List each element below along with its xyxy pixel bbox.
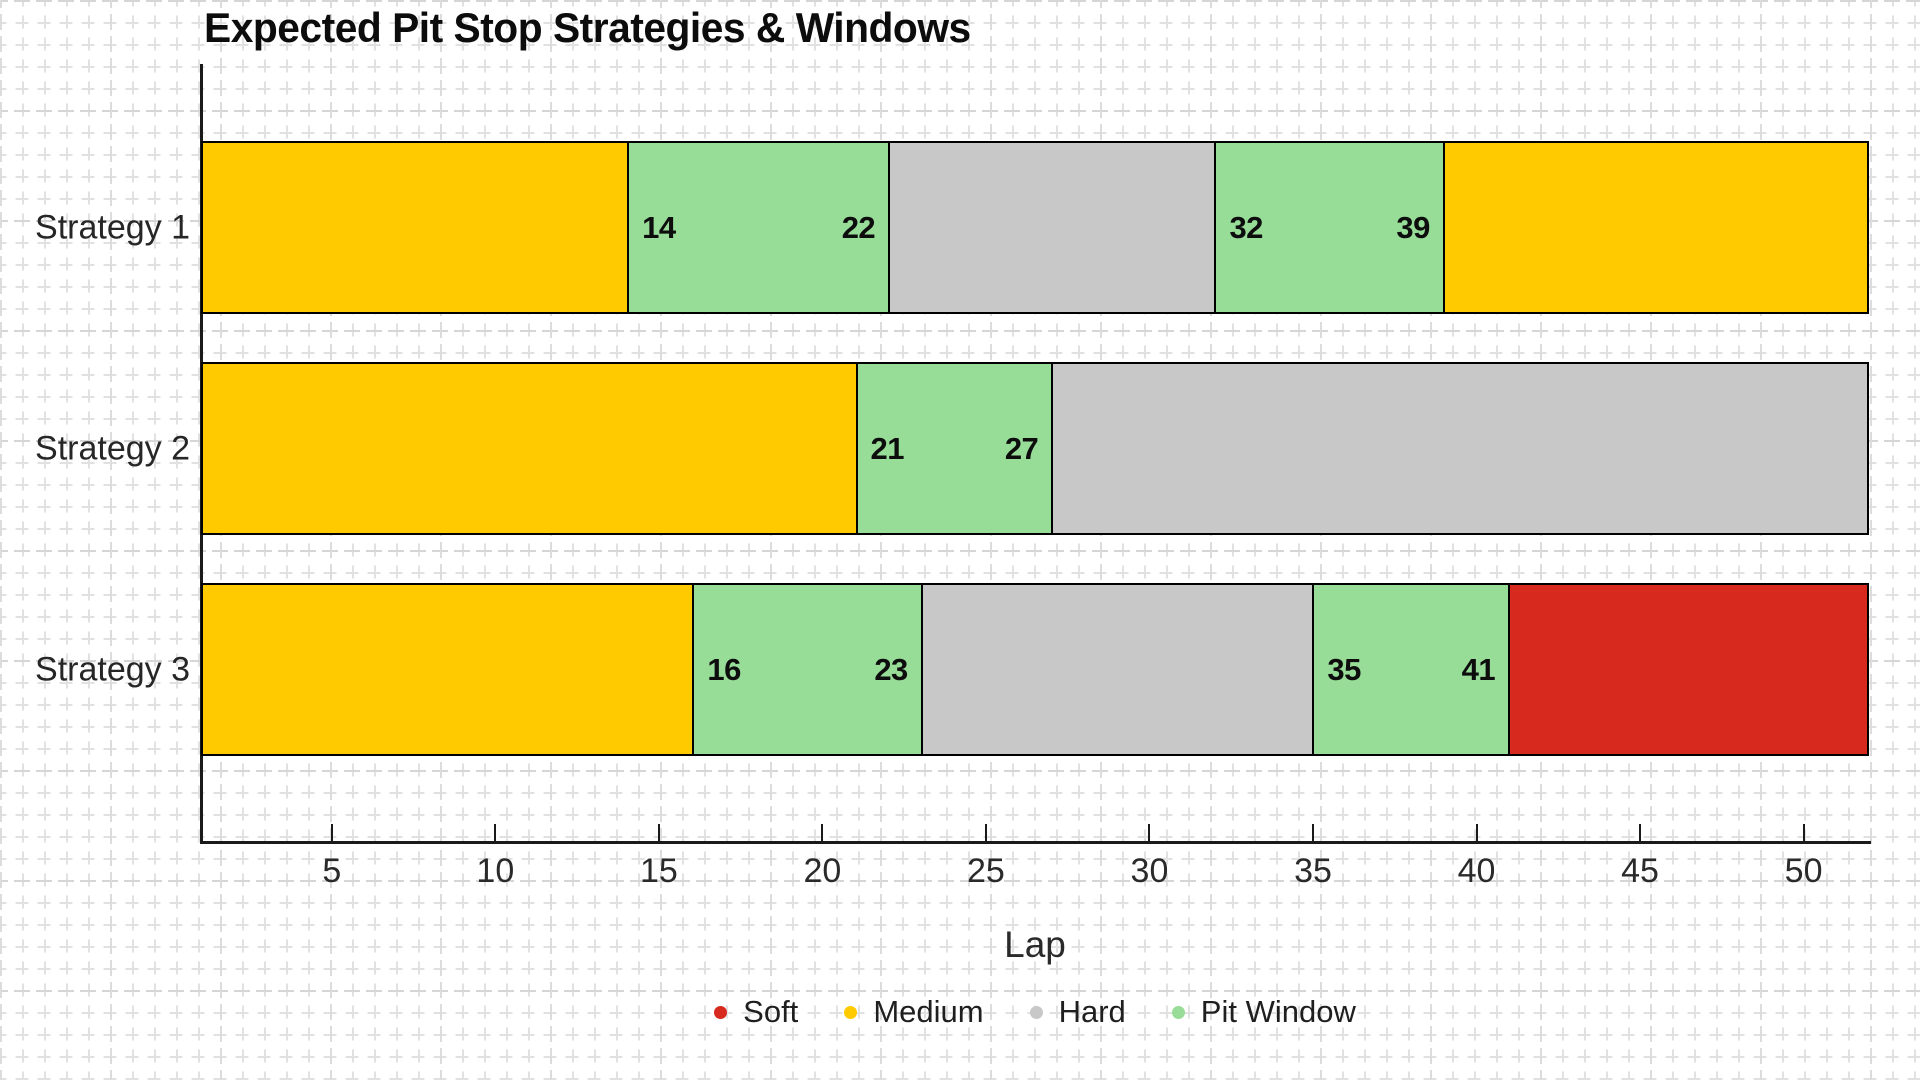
x-tick-mark-50 xyxy=(1802,824,1805,841)
x-tick-mark-40 xyxy=(1475,824,1478,841)
pit-window-end-label: 22 xyxy=(841,209,876,245)
segment-pit-window: 32 39 xyxy=(1214,143,1443,312)
x-tick-label-25: 25 xyxy=(967,852,1005,890)
y-axis-label-strategy-2: Strategy 2 xyxy=(35,429,190,467)
legend-item-soft: Soft xyxy=(714,994,798,1030)
x-tick-mark-45 xyxy=(1639,824,1642,841)
legend-swatch-soft-icon xyxy=(714,1005,728,1019)
legend-label-pit-window: Pit Window xyxy=(1200,994,1356,1029)
y-axis-label-strategy-1: Strategy 1 xyxy=(35,208,190,246)
segment-hard xyxy=(920,585,1313,754)
pit-window-start-label: 16 xyxy=(707,651,741,687)
x-tick-label-15: 15 xyxy=(639,852,678,890)
legend-swatch-medium-icon xyxy=(844,1005,858,1019)
segment-medium xyxy=(1442,143,1867,312)
legend-item-hard: Hard xyxy=(1029,994,1126,1030)
strategy-bar-2: 21 27 xyxy=(201,362,1869,535)
legend: Soft Medium Hard Pit Window xyxy=(335,990,1735,1034)
x-tick-label-35: 35 xyxy=(1294,852,1332,890)
segment-medium xyxy=(203,364,856,533)
x-tick-label-45: 45 xyxy=(1621,852,1659,890)
x-tick-label-40: 40 xyxy=(1457,852,1496,890)
legend-swatch-hard-icon xyxy=(1029,1005,1043,1019)
legend-label-hard: Hard xyxy=(1058,994,1126,1029)
pit-window-end-label: 23 xyxy=(874,651,908,687)
segment-pit-window: 14 22 xyxy=(627,143,889,312)
legend-item-medium: Medium xyxy=(844,994,984,1030)
legend-label-soft: Soft xyxy=(743,994,799,1029)
segment-soft xyxy=(1508,585,1867,754)
x-tick-label-30: 30 xyxy=(1130,852,1169,890)
pit-window-start-label: 14 xyxy=(642,209,676,245)
x-tick-label-20: 20 xyxy=(803,852,842,890)
segment-hard xyxy=(888,143,1215,312)
strategy-bar-3: 16 23 35 41 xyxy=(201,583,1869,756)
x-tick-mark-5 xyxy=(330,824,333,841)
x-tick-label-5: 5 xyxy=(322,852,342,890)
segment-pit-window: 16 23 xyxy=(692,585,921,754)
x-tick-mark-30 xyxy=(1148,824,1151,841)
legend-item-pit-window: Pit Window xyxy=(1171,994,1356,1030)
x-tick-mark-15 xyxy=(657,824,660,841)
pit-window-start-label: 21 xyxy=(870,430,905,466)
x-tick-mark-10 xyxy=(494,824,497,841)
segment-medium xyxy=(203,585,693,754)
pit-window-end-label: 39 xyxy=(1396,209,1430,245)
segment-hard xyxy=(1051,364,1867,533)
strategy-bar-1: 14 22 32 39 xyxy=(201,141,1869,314)
legend-label-medium: Medium xyxy=(873,994,984,1029)
x-axis-title: Lap xyxy=(1004,924,1066,965)
x-axis-line xyxy=(200,841,1871,844)
x-tick-mark-35 xyxy=(1312,824,1314,841)
x-tick-mark-20 xyxy=(821,824,824,841)
segment-pit-window: 21 27 xyxy=(855,364,1052,533)
y-axis-label-strategy-3: Strategy 3 xyxy=(35,650,190,688)
pit-window-start-label: 32 xyxy=(1229,209,1263,245)
segment-pit-window: 35 41 xyxy=(1312,585,1509,754)
legend-swatch-pit-window-icon xyxy=(1171,1005,1185,1019)
chart-title: Expected Pit Stop Strategies & Windows xyxy=(204,4,971,51)
x-tick-label-10: 10 xyxy=(476,852,515,890)
pit-window-end-label: 41 xyxy=(1461,651,1496,687)
segment-medium xyxy=(203,143,628,312)
pit-window-start-label: 35 xyxy=(1327,651,1361,687)
x-tick-mark-25 xyxy=(984,824,987,841)
pit-window-end-label: 27 xyxy=(1004,430,1039,466)
x-tick-label-50: 50 xyxy=(1784,852,1823,890)
